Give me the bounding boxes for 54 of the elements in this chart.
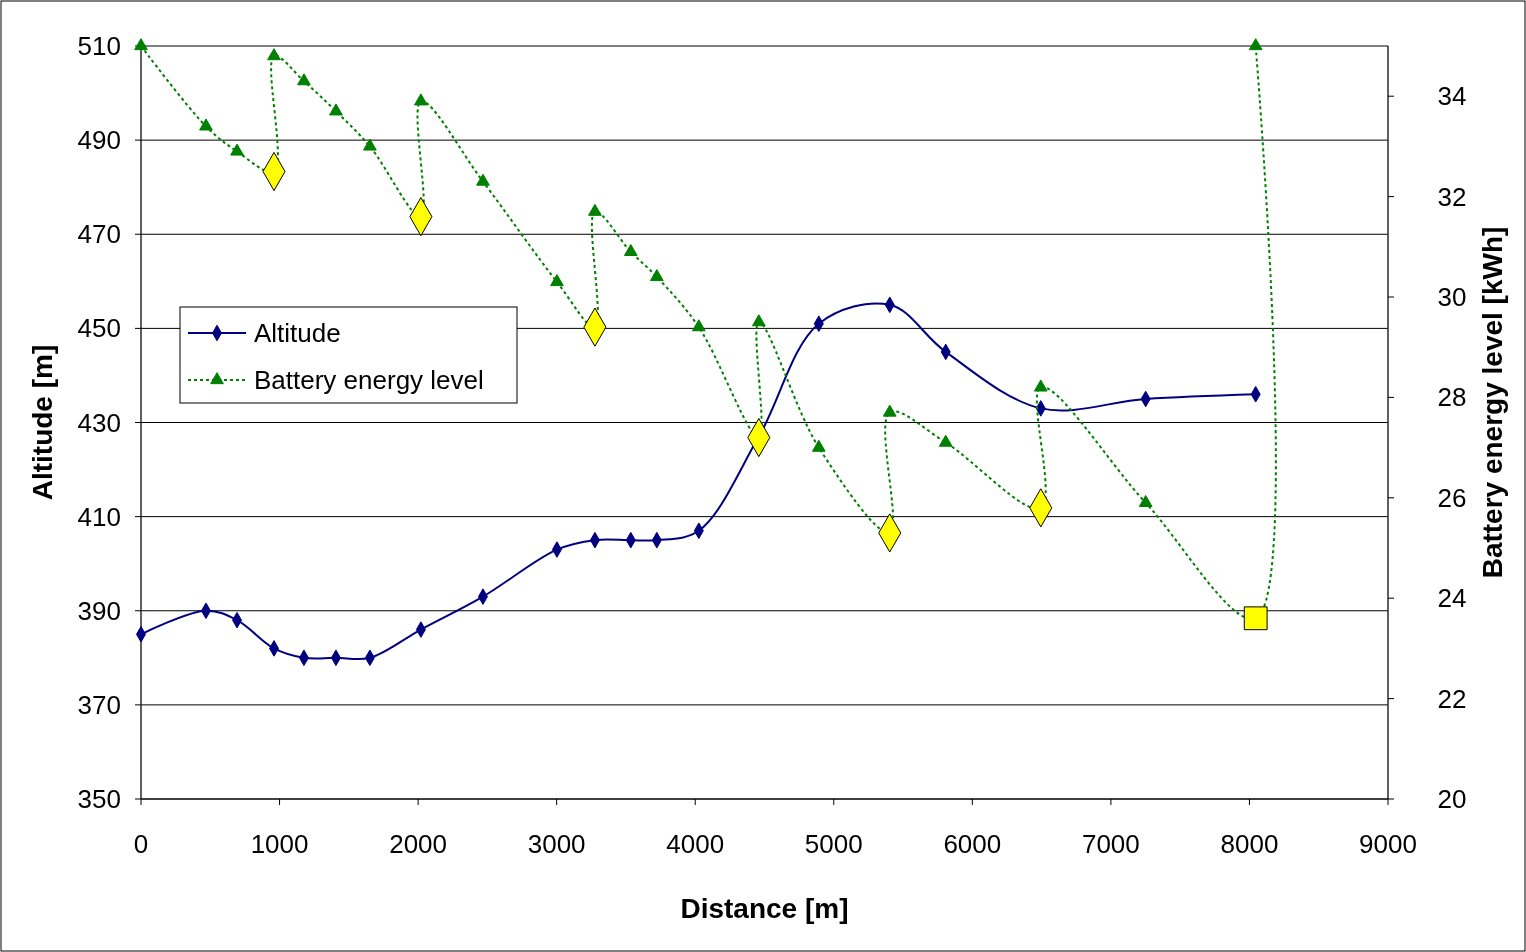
x-tick-label: 6000 [943,829,1002,859]
y2-tick-label: 34 [1437,81,1467,112]
x-tick-label: 7000 [1081,829,1140,859]
legend-label: Altitude [254,318,341,348]
y2-tick-label: 22 [1437,683,1467,714]
point [199,118,213,131]
x-axis-title: Distance [m] [680,893,849,924]
point [414,93,428,106]
y-tick-label: 350 [77,784,121,814]
point [691,319,706,332]
point [649,269,664,282]
point [550,274,564,287]
x-tick-label: 9000 [1359,829,1417,859]
point [588,203,602,216]
point [267,48,281,61]
point [134,38,148,51]
point [1138,494,1153,507]
y2-tick-label: 26 [1437,482,1467,513]
y2-tick-label: 24 [1437,583,1467,614]
x-tick-label: 0 [133,829,149,859]
y-tick-label: 470 [77,219,121,250]
point [882,404,897,417]
point [363,138,377,151]
y-tick-label: 450 [77,313,121,344]
y2-axis-title: Battery energy level [kWh] [1477,226,1508,579]
point [476,173,490,186]
point [1243,606,1268,631]
point [623,243,638,256]
point [230,143,244,156]
x-tick-label: 5000 [804,829,863,859]
point [1033,379,1048,392]
x-tick-label: 3000 [527,829,586,859]
y-tick-label: 430 [77,407,121,438]
x-tick-label: 8000 [1220,829,1279,859]
point [297,73,311,86]
y-tick-label: 390 [77,595,121,626]
x-tick-label: 2000 [389,829,448,859]
y-tick-label: 370 [77,689,121,720]
y-tick-label: 410 [77,501,121,532]
y2-tick-label: 32 [1437,181,1467,212]
point [329,103,343,116]
y2-tick-label: 30 [1437,282,1467,312]
point [811,439,826,452]
y2-tick-label: 28 [1437,382,1467,413]
point [751,314,766,327]
legend-label: Battery energy level [254,365,484,395]
y-tick-label: 490 [77,125,121,156]
y2-tick-label: 20 [1437,784,1467,814]
y-tick-label: 510 [77,31,121,61]
x-tick-label: 1000 [250,829,309,859]
point [938,434,953,447]
point [1248,38,1263,51]
x-tick-label: 4000 [666,829,725,859]
y-axis-title: Altitude [m] [27,344,58,501]
